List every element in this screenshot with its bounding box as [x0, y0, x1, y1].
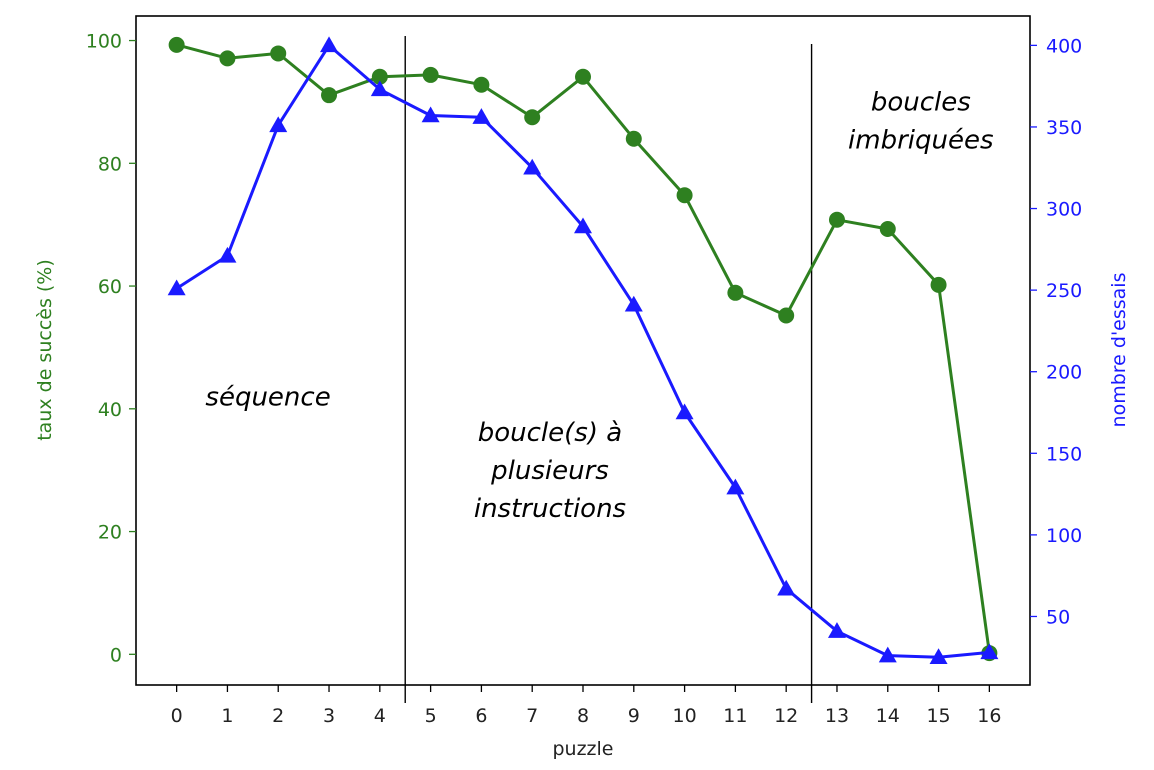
region-annotation: boucles imbriquées [848, 87, 994, 155]
annotations: séquence boucle(s) à plusieurs instructions… [205, 87, 993, 524]
x-tick-label: 2 [272, 705, 284, 727]
y-right-tick-label: 100 [1046, 525, 1082, 547]
y-left-tick-label: 40 [98, 399, 122, 421]
data-point-attempts [269, 116, 288, 133]
data-point-success-rate [168, 36, 185, 53]
data-point-success-rate [778, 307, 795, 324]
x-axis: 0 1 2 3 4 5 6 7 8 9 10 11 12 13 14 15 16 [171, 685, 1001, 727]
data-point-attempts [218, 246, 237, 263]
data-point-attempts [624, 295, 643, 312]
x-tick-label: 0 [171, 705, 183, 727]
data-point-attempts [827, 622, 846, 638]
data-point-attempts [320, 36, 339, 53]
x-tick-label: 4 [374, 705, 386, 727]
data-point-attempts [726, 478, 745, 495]
y-left-tick-label: 80 [98, 153, 122, 175]
x-tick-label: 7 [526, 705, 538, 727]
y-axis-right-label: nombre d'essais [1108, 273, 1130, 428]
y-right-tick-label: 150 [1046, 443, 1082, 465]
data-point-success-rate [270, 45, 287, 62]
data-point-success-rate [371, 68, 388, 85]
x-tick-label: 10 [672, 705, 696, 727]
region-dividers [404, 36, 813, 703]
data-point-attempts [675, 403, 694, 420]
x-tick-label: 8 [577, 705, 589, 727]
data-point-success-rate [219, 50, 236, 67]
y-axis-left: 0 20 40 60 80 100 [86, 31, 136, 666]
y-left-tick-label: 0 [110, 644, 122, 666]
y-left-tick-label: 60 [98, 276, 122, 298]
y-left-tick-label: 20 [98, 522, 122, 544]
data-point-attempts [777, 579, 796, 596]
x-tick-label: 1 [221, 705, 233, 727]
y-right-tick-label: 350 [1046, 117, 1082, 139]
x-tick-label: 12 [774, 705, 798, 727]
x-tick-label: 13 [825, 705, 849, 727]
data-point-attempts [574, 217, 592, 234]
y-axis-right: 50 100 150 200 250 300 350 400 [1030, 35, 1082, 628]
x-tick-label: 16 [977, 705, 1001, 727]
data-point-attempts [421, 106, 440, 123]
data-point-attempts [523, 158, 542, 175]
y-right-tick-label: 50 [1046, 606, 1070, 628]
y-right-tick-label: 250 [1046, 280, 1082, 302]
data-point-success-rate [676, 187, 693, 204]
data-point-success-rate [575, 68, 591, 85]
data-point-success-rate [879, 220, 896, 237]
data-point-attempts [472, 108, 491, 124]
data-point-success-rate [422, 66, 439, 83]
data-point-attempts [878, 646, 897, 663]
series-layer [167, 36, 999, 665]
data-point-success-rate [930, 276, 947, 293]
y-right-tick-label: 200 [1046, 362, 1082, 384]
region-annotation: séquence [205, 383, 330, 413]
x-tick-label: 5 [425, 705, 437, 727]
x-axis-label: puzzle [552, 738, 613, 760]
x-tick-label: 3 [323, 705, 335, 727]
data-point-attempts [980, 643, 999, 660]
data-point-success-rate [625, 130, 642, 147]
data-point-attempts [167, 279, 186, 296]
data-point-success-rate [727, 284, 744, 301]
data-point-success-rate [473, 76, 490, 93]
y-left-tick-label: 100 [86, 31, 122, 53]
x-tick-label: 6 [475, 705, 487, 727]
y-right-tick-label: 400 [1046, 35, 1082, 57]
data-point-success-rate [524, 109, 541, 126]
y-right-tick-label: 300 [1046, 199, 1082, 221]
data-point-attempts [929, 648, 948, 665]
data-point-attempts [370, 80, 389, 97]
x-tick-label: 11 [723, 705, 747, 727]
x-tick-label: 9 [628, 705, 640, 727]
data-point-success-rate [321, 87, 338, 104]
y-axis-left-label: taux de succès (%) [34, 259, 56, 441]
data-point-success-rate [828, 211, 845, 228]
x-tick-label: 15 [926, 705, 950, 727]
x-tick-label: 14 [876, 705, 900, 727]
region-annotation: boucle(s) à plusieurs instructions [474, 418, 626, 524]
